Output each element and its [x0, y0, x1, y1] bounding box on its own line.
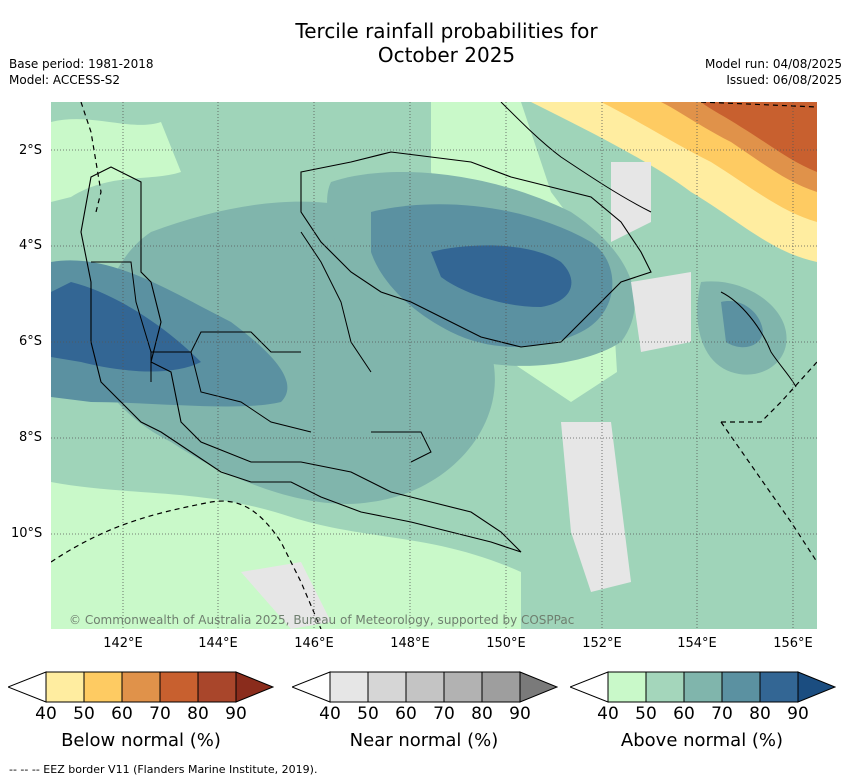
lon-label: 156°E — [773, 636, 813, 651]
near-normal-zone-4 — [241, 562, 331, 629]
cbar-seg-3 — [683, 671, 723, 703]
map-title: Tercile rainfall probabilities for Octob… — [0, 19, 850, 67]
cbar-seg-3 — [405, 671, 445, 703]
lat-label: 4°S — [19, 238, 43, 253]
cbar-tick: 50 — [73, 704, 95, 724]
lon-label: 152°E — [582, 636, 622, 651]
cbar-seg-5 — [197, 671, 237, 703]
cbar-tick: 80 — [187, 704, 209, 724]
cbar-tick: 90 — [225, 704, 247, 724]
title-line-1: Tercile rainfall probabilities for — [295, 19, 598, 43]
cbar-seg-0 — [6, 671, 47, 703]
eez-border-southeast — [720, 421, 817, 563]
cbar-tick: 70 — [149, 704, 171, 724]
colorbar-above-normal-swatches — [568, 671, 837, 703]
lat-label: 6°S — [19, 334, 43, 349]
cbar-tick: 50 — [357, 704, 379, 724]
eez-border-west — [80, 102, 102, 213]
light-green-zone-south — [51, 482, 521, 629]
cbar-tick: 90 — [509, 704, 531, 724]
cbar-seg-5 — [481, 671, 521, 703]
province-border-3 — [190, 351, 312, 433]
lat-label: 8°S — [19, 430, 43, 445]
colorbar-above-normal — [568, 671, 837, 707]
issued-text: Issued: 06/08/2025 — [726, 73, 842, 87]
cbar-seg-2 — [367, 671, 407, 703]
colorbar-title-above: Above normal (%) — [620, 730, 784, 751]
cbar-seg-1 — [329, 671, 369, 703]
dark-teal-zone-bougainville — [721, 301, 763, 348]
colorbar-title-below: Below normal (%) — [61, 730, 221, 751]
lon-label: 150°E — [486, 636, 526, 651]
lat-label: 10°S — [11, 526, 43, 541]
cbar-tick: 80 — [471, 704, 493, 724]
near-normal-zone-3 — [561, 422, 631, 592]
rainfall-probability-map — [51, 102, 817, 629]
cbar-tick: 40 — [597, 704, 619, 724]
cbar-seg-1 — [607, 671, 647, 703]
bougainville-coastline — [720, 291, 797, 388]
colorbar-title-near: Near normal (%) — [349, 730, 499, 751]
metadata-right: Model run: 04/08/2025 Issued: 06/08/2025 — [705, 56, 842, 88]
copyright-text: © Commonwealth of Australia 2025, Bureau… — [69, 613, 575, 627]
map-panel — [51, 102, 817, 629]
lon-label: 146°E — [294, 636, 334, 651]
cbar-seg-2 — [645, 671, 685, 703]
cbar-seg-4 — [443, 671, 483, 703]
new-guinea-coastline-north — [300, 151, 652, 348]
province-border-5 — [371, 431, 432, 463]
lat-label: 2°S — [19, 143, 43, 158]
cbar-tick: 40 — [35, 704, 57, 724]
cbar-tick: 40 — [319, 704, 341, 724]
cbar-seg-6 — [519, 671, 559, 703]
cbar-seg-3 — [121, 671, 161, 703]
cbar-tick: 60 — [395, 704, 417, 724]
cbar-seg-5 — [759, 671, 799, 703]
darkest-blue-zone-west — [51, 282, 201, 372]
cbar-seg-2 — [83, 671, 123, 703]
cbar-tick: 60 — [673, 704, 695, 724]
cbar-tick: 80 — [749, 704, 771, 724]
cbar-seg-1 — [45, 671, 85, 703]
cbar-seg-4 — [159, 671, 199, 703]
province-border-1 — [91, 261, 152, 382]
colorbar-near-normal-swatches — [290, 671, 559, 703]
colorbar-near-normal — [290, 671, 559, 707]
cbar-seg-0 — [568, 671, 609, 703]
eez-border-east — [721, 361, 817, 423]
province-border-2 — [151, 331, 301, 353]
cbar-seg-4 — [721, 671, 761, 703]
eez-border-note: -- -- -- EEZ border V11 (Flanders Marine… — [9, 763, 318, 776]
cbar-tick: 60 — [111, 704, 133, 724]
cbar-tick: 50 — [635, 704, 657, 724]
cbar-tick: 90 — [787, 704, 809, 724]
title-line-2: October 2025 — [377, 43, 516, 67]
model-text: Model: ACCESS-S2 — [9, 73, 121, 87]
colorbar-below-normal — [6, 671, 275, 707]
cbar-seg-0 — [290, 671, 331, 703]
new-guinea-coastline-west — [80, 166, 522, 553]
colorbar-below-normal-swatches — [6, 671, 275, 703]
cbar-tick: 70 — [433, 704, 455, 724]
lon-label: 144°E — [198, 636, 238, 651]
lon-label: 154°E — [677, 636, 717, 651]
cbar-seg-6 — [235, 671, 275, 703]
light-green-zone-west — [51, 119, 181, 202]
graticule-grid — [51, 102, 817, 629]
darkest-blue-zone-center — [431, 245, 572, 307]
below-normal-zone-80 — [701, 102, 817, 172]
model-run-text: Model run: 04/08/2025 — [704, 57, 842, 71]
lon-label: 142°E — [103, 636, 143, 651]
new-ireland-coastline — [500, 102, 652, 213]
lon-label: 148°E — [390, 636, 430, 651]
near-normal-zone-2 — [631, 272, 691, 352]
cbar-tick: 70 — [711, 704, 733, 724]
eez-border-south — [51, 500, 322, 629]
cbar-seg-6 — [797, 671, 837, 703]
metadata-left: Base period: 1981-2018 Model: ACCESS-S2 — [9, 56, 154, 88]
base-period-text: Base period: 1981-2018 — [9, 57, 154, 71]
eez-border-north — [700, 102, 817, 108]
